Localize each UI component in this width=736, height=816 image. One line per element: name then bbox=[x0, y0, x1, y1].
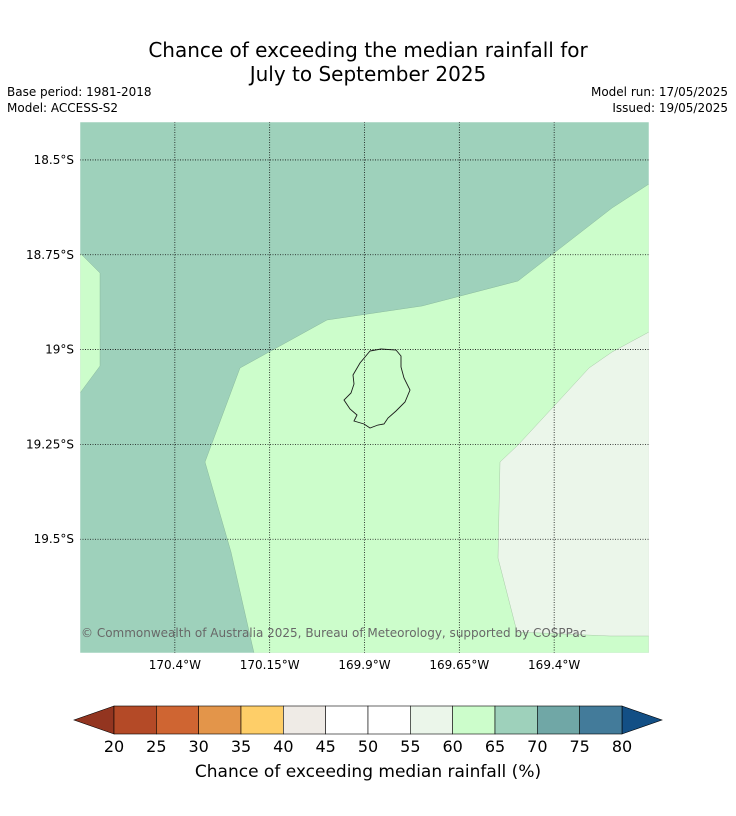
colorbar-tick-label: 40 bbox=[273, 737, 293, 756]
lat-tick-label: 18.75°S bbox=[26, 248, 74, 262]
colorbar-tick-label: 55 bbox=[400, 737, 420, 756]
colorbar-tick-label: 45 bbox=[315, 737, 335, 756]
colorbar-segment bbox=[367, 705, 411, 735]
colorbar-tick-label: 80 bbox=[612, 737, 632, 756]
chart-title: Chance of exceeding the median rainfall … bbox=[0, 38, 736, 86]
colorbar-tick-label: 75 bbox=[569, 737, 589, 756]
colorbar-segment bbox=[494, 705, 538, 735]
colorbar-under-arrow bbox=[73, 705, 115, 735]
region-55-60 bbox=[497, 331, 649, 653]
colorbar-segment bbox=[156, 705, 199, 735]
copyright-text: © Commonwealth of Australia 2025, Bureau… bbox=[81, 626, 586, 640]
lon-tick-label: 169.9°W bbox=[338, 658, 390, 672]
colorbar-tick-label: 70 bbox=[527, 737, 547, 756]
longitude-labels: 170.4°W 170.15°W 169.9°W 169.65°W 169.4°W bbox=[149, 658, 581, 672]
meta-right: Model run: 17/05/2025 Issued: 19/05/2025 bbox=[591, 84, 728, 116]
gridlines bbox=[80, 122, 649, 653]
colorbar: 20 25 30 35 40 45 50 55 60 65 70 75 80 bbox=[73, 705, 663, 756]
colorbar-tick-label: 30 bbox=[188, 737, 208, 756]
title-line-1: Chance of exceeding the median rainfall … bbox=[148, 38, 588, 62]
colorbar-tick-label: 35 bbox=[231, 737, 251, 756]
model-name: Model: ACCESS-S2 bbox=[7, 101, 119, 115]
colorbar-segment bbox=[537, 705, 580, 735]
title-line-2: July to September 2025 bbox=[249, 62, 487, 86]
lat-tick-label: 19.5°S bbox=[34, 532, 74, 546]
colorbar-tick-label: 50 bbox=[358, 737, 378, 756]
issued-date: Issued: 19/05/2025 bbox=[612, 101, 728, 115]
colorbar-label: Chance of exceeding median rainfall (%) bbox=[194, 762, 542, 782]
colorbar-over-arrow bbox=[621, 705, 663, 735]
region-60-65-west bbox=[80, 252, 101, 394]
colorbar-segment bbox=[198, 705, 242, 735]
lon-tick-label: 170.4°W bbox=[149, 658, 201, 672]
colorbar-tick-label: 20 bbox=[104, 737, 124, 756]
colorbar-segment bbox=[240, 705, 284, 735]
colorbar-segment bbox=[579, 705, 623, 735]
colorbar-segment bbox=[325, 705, 369, 735]
lon-tick-label: 169.65°W bbox=[429, 658, 489, 672]
base-period: Base period: 1981-2018 bbox=[7, 85, 152, 99]
model-run: Model run: 17/05/2025 bbox=[590, 85, 728, 99]
map-area bbox=[80, 122, 649, 653]
colorbar-tick-label: 65 bbox=[485, 737, 505, 756]
latitude-labels: 18.5°S 18.75°S 19°S 19.25°S 19.5°S bbox=[26, 153, 74, 546]
meta-left: Base period: 1981-2018 Model: ACCESS-S2 bbox=[7, 84, 152, 116]
lat-tick-label: 19°S bbox=[45, 343, 74, 357]
colorbar-tick-label: 60 bbox=[442, 737, 462, 756]
lat-tick-label: 19.25°S bbox=[26, 437, 74, 451]
lon-tick-label: 169.4°W bbox=[528, 658, 580, 672]
colorbar-segment bbox=[113, 705, 157, 735]
island-coastline bbox=[343, 348, 411, 429]
map-frame bbox=[79, 121, 650, 654]
lon-tick-label: 170.15°W bbox=[240, 658, 300, 672]
colorbar-tick-label: 25 bbox=[146, 737, 166, 756]
lat-tick-label: 18.5°S bbox=[34, 153, 74, 167]
colorbar-segment bbox=[452, 705, 496, 735]
colorbar-segment bbox=[283, 705, 326, 735]
colorbar-segment bbox=[410, 705, 453, 735]
